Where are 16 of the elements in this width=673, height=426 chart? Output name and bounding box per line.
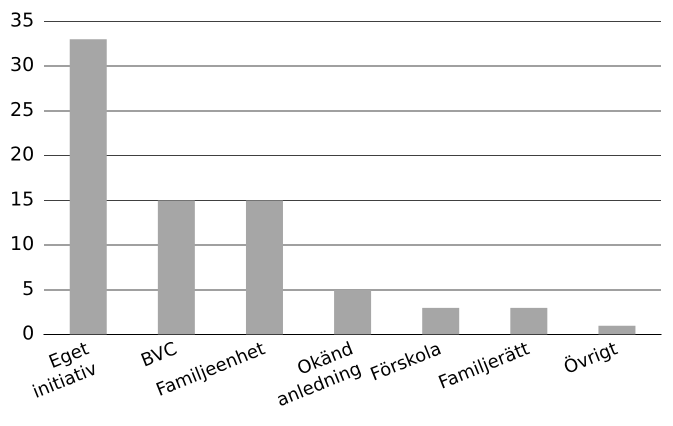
y-tick-label: 35 [10, 9, 34, 32]
y-tick-label: 30 [10, 54, 34, 76]
bar [422, 308, 460, 334]
y-tick-label: 0 [22, 322, 34, 345]
bar [510, 308, 548, 334]
bar [158, 200, 195, 334]
bar [246, 200, 283, 334]
y-tick-label: 5 [22, 278, 34, 300]
bar [334, 290, 372, 334]
y-tick-label: 10 [10, 233, 34, 256]
y-tick-label: 20 [10, 144, 34, 166]
bar [70, 39, 107, 334]
y-tick-label: 25 [10, 98, 34, 121]
x-tick-label: Övrigt [560, 337, 621, 379]
bar [598, 326, 636, 334]
y-tick-label: 15 [10, 188, 34, 210]
